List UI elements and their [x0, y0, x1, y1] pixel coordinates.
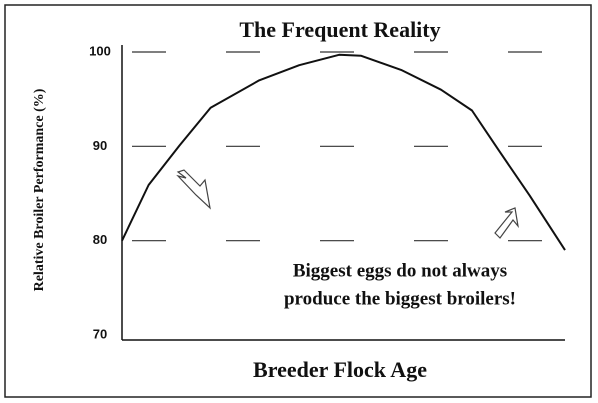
- y-axis-label: Relative Broiler Performance (%): [32, 88, 47, 291]
- y-tick-label: 70: [93, 326, 107, 341]
- chart-title: The Frequent Reality: [239, 17, 440, 42]
- y-tick-label: 100: [89, 43, 111, 58]
- annotation: produce the biggest broilers!: [284, 288, 516, 309]
- data-line: [121, 53, 566, 251]
- y-tick-label: 90: [93, 138, 107, 153]
- frame: [4, 4, 592, 398]
- x-axis-label: Breeder Flock Age: [253, 357, 427, 382]
- arrow: [494, 207, 519, 239]
- y-tick-label: 80: [93, 232, 107, 247]
- arrow: [176, 169, 211, 210]
- annotation: Biggest eggs do not always: [293, 260, 507, 281]
